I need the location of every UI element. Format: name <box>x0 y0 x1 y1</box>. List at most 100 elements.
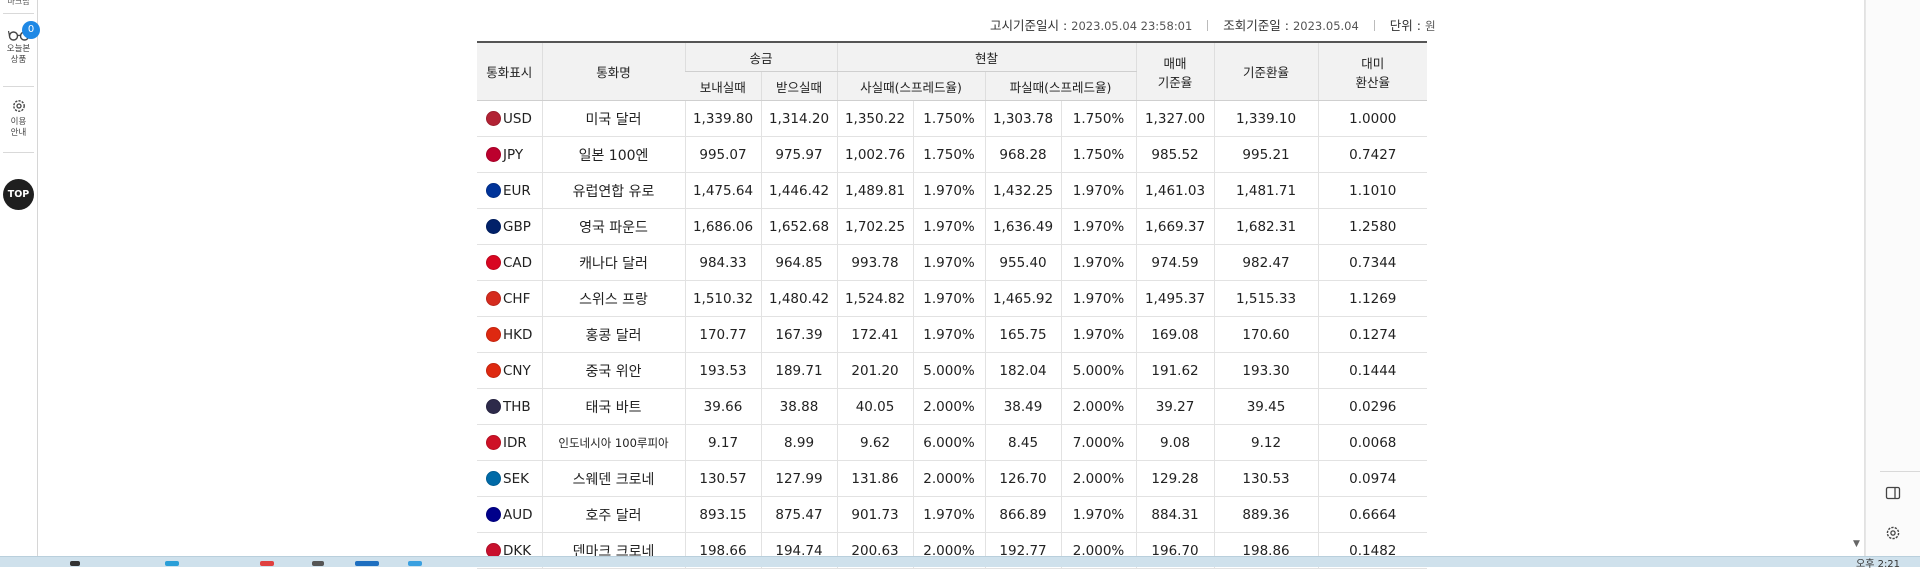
trade-base-cell: 1,461.03 <box>1135 172 1215 209</box>
cash-sell-spread-cell: 1.970% <box>1060 280 1137 317</box>
base-rate-cell: 1,339.10 <box>1213 100 1319 137</box>
taskbar-app-icon[interactable] <box>260 561 274 566</box>
receive-rate-cell: 8.99 <box>760 424 838 461</box>
trade-base-cell: 974.59 <box>1135 244 1215 281</box>
cash-buy-cell: 1,489.81 <box>836 172 914 209</box>
header-send: 보내실때 <box>685 71 761 101</box>
scroll-top-button[interactable]: TOP <box>3 179 34 210</box>
usage-guide-button[interactable]: 이용 안내 <box>0 98 37 139</box>
send-rate-cell: 170.77 <box>684 316 761 353</box>
info-divider <box>1207 20 1209 31</box>
header-base-rate: 기준환율 <box>1213 42 1319 101</box>
cash-buy-cell: 1,002.76 <box>836 136 914 173</box>
currency-name-cell: 유럽연합 유로 <box>541 172 685 209</box>
cash-sell-spread-cell: 7.000% <box>1060 424 1137 461</box>
header-remittance: 송금 <box>684 42 838 72</box>
trade-base-cell: 985.52 <box>1135 136 1215 173</box>
currency-name-cell: 태국 바트 <box>541 388 685 425</box>
taskbar-app-icon[interactable] <box>70 561 80 566</box>
header-cash: 현찰 <box>836 42 1137 72</box>
base-rate-cell: 130.53 <box>1213 460 1319 497</box>
gear-icon <box>12 100 25 112</box>
base-rate-cell: 889.36 <box>1213 496 1319 533</box>
taskbar-app-icon[interactable] <box>165 561 179 566</box>
cash-buy-cell: 9.62 <box>836 424 914 461</box>
table-row: CHF 스위스 프랑 1,510.32 1,480.42 1,524.82 1.970% 1… <box>477 280 1428 317</box>
currency-code-cell: GBP <box>477 208 542 245</box>
receive-rate-cell: 975.97 <box>760 136 838 173</box>
currency-code-cell: AUD <box>477 496 542 533</box>
currency-code: SEK <box>503 470 529 487</box>
send-rate-cell: 130.57 <box>684 460 761 497</box>
cash-sell-cell: 1,303.78 <box>984 100 1062 137</box>
usd-conversion-cell: 0.0068 <box>1317 424 1428 461</box>
usd-conversion-cell: 0.7427 <box>1317 136 1428 173</box>
currency-name-cell: 홍콩 달러 <box>541 316 685 353</box>
send-rate-cell: 193.53 <box>684 352 761 389</box>
cash-buy-cell: 993.78 <box>836 244 914 281</box>
cash-sell-cell: 182.04 <box>984 352 1062 389</box>
jp-flag-icon <box>486 146 501 162</box>
exchange-rate-table: 통화표시 통화명 송금 현찰 매매 기준율 기준환율 대미 환산율 보내실때 받으실… <box>477 41 1428 569</box>
cash-sell-spread-cell: 1.970% <box>1060 208 1137 245</box>
currency-name-cell: 중국 위안 <box>541 352 685 389</box>
cash-sell-cell: 165.75 <box>984 316 1062 353</box>
hk-flag-icon <box>486 326 501 342</box>
usage-guide-label-2: 안내 <box>10 128 27 138</box>
page-scrollbar[interactable] <box>1864 0 1865 556</box>
currency-code-cell: SEK <box>477 460 542 497</box>
currency-name-cell: 영국 파운드 <box>541 208 685 245</box>
currency-code-cell: JPY <box>477 136 542 173</box>
receive-rate-cell: 1,652.68 <box>760 208 838 245</box>
cash-buy-spread-cell: 6.000% <box>912 424 986 461</box>
send-rate-cell: 1,686.06 <box>684 208 761 245</box>
base-rate-cell: 1,481.71 <box>1213 172 1319 209</box>
cash-buy-spread-cell: 1.970% <box>912 244 986 281</box>
taskbar <box>0 556 1920 567</box>
header-usd-conversion: 대미 환산율 <box>1317 42 1428 101</box>
currency-code: HKD <box>503 326 533 343</box>
cash-buy-cell: 1,524.82 <box>836 280 914 317</box>
table-row: CAD 캐나다 달러 984.33 964.85 993.78 1.970% 955.40 1… <box>477 244 1428 281</box>
table-row: EUR 유럽연합 유로 1,475.64 1,446.42 1,489.81 1.970%… <box>477 172 1428 209</box>
cash-buy-spread-cell: 1.750% <box>912 100 986 137</box>
currency-name-cell: 스위스 프랑 <box>541 280 685 317</box>
usd-conversion-cell: 0.1444 <box>1317 352 1428 389</box>
receive-rate-cell: 167.39 <box>760 316 838 353</box>
cash-sell-cell: 1,636.49 <box>984 208 1062 245</box>
taskbar-app-icon[interactable] <box>312 561 324 566</box>
th-flag-icon <box>486 398 501 414</box>
sidebar-divider <box>3 86 34 87</box>
base-rate-cell: 170.60 <box>1213 316 1319 353</box>
ca-flag-icon <box>486 254 501 270</box>
taskbar-app-icon[interactable] <box>408 561 422 566</box>
base-rate-cell: 1,682.31 <box>1213 208 1319 245</box>
base-rate-cell: 982.47 <box>1213 244 1319 281</box>
cash-sell-spread-cell: 1.750% <box>1060 100 1137 137</box>
browser-side-panel <box>1865 0 1920 556</box>
taskbar-app-icon[interactable] <box>355 561 379 566</box>
currency-code: CHF <box>503 290 531 307</box>
rate-info-line: 고시기준일시 : 2023.05.04 23:58:01 조회기준일 : 202… <box>990 15 1436 33</box>
send-rate-cell: 1,475.64 <box>684 172 761 209</box>
se-flag-icon <box>486 470 501 486</box>
currency-code-cell: IDR <box>477 424 542 461</box>
send-rate-cell: 1,510.32 <box>684 280 761 317</box>
header-receive: 받으실때 <box>760 71 838 101</box>
currency-code-cell: HKD <box>477 316 542 353</box>
settings-gear-icon[interactable] <box>1884 524 1902 542</box>
cash-buy-cell: 201.20 <box>836 352 914 389</box>
sidebar-toggle-icon[interactable] <box>1884 484 1902 502</box>
table-body: USD 미국 달러 1,339.80 1,314.20 1,350.22 1.750% 1,… <box>477 100 1428 569</box>
scroll-down-arrow-icon[interactable]: ▼ <box>1853 539 1860 549</box>
trade-base-cell: 39.27 <box>1135 388 1215 425</box>
us-flag-icon <box>486 110 501 126</box>
table-row: SEK 스웨덴 크로네 130.57 127.99 131.86 2.000% 126.70… <box>477 460 1428 497</box>
usd-conversion-cell: 1.1010 <box>1317 172 1428 209</box>
receive-rate-cell: 189.71 <box>760 352 838 389</box>
cash-sell-spread-cell: 5.000% <box>1060 352 1137 389</box>
unit-value: 원 <box>1424 19 1436 33</box>
currency-name-cell: 스웨덴 크로네 <box>541 460 685 497</box>
query-date-label: 조회기준일 : <box>1223 18 1289 33</box>
table-row: CNY 중국 위안 193.53 189.71 201.20 5.000% 182.04 5.… <box>477 352 1428 389</box>
